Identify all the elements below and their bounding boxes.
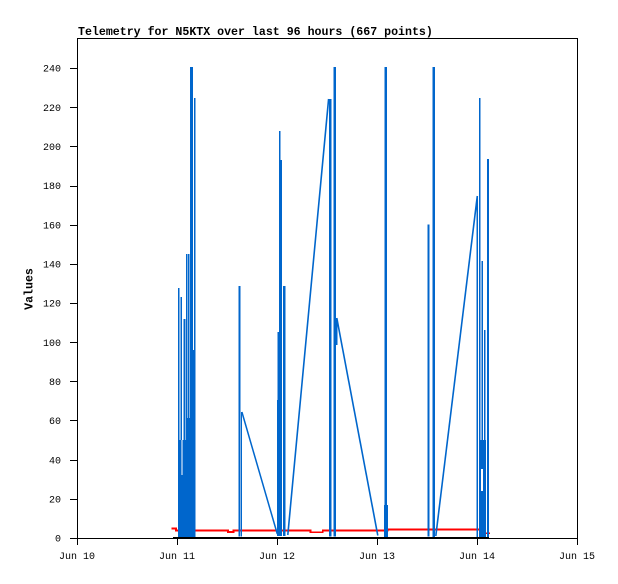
svg-text:Jun 11: Jun 11 [159,552,195,563]
svg-text:20: 20 [49,495,61,506]
svg-text:80: 80 [49,378,61,389]
svg-text:140: 140 [43,260,61,271]
svg-text:Jun 13: Jun 13 [359,552,395,563]
svg-text:220: 220 [43,104,61,115]
svg-text:120: 120 [43,300,61,311]
svg-text:Telemetry for N5KTX over last: Telemetry for N5KTX over last 96 hours (… [78,26,433,39]
svg-text:60: 60 [49,417,61,428]
svg-text:Jun 14: Jun 14 [459,552,495,563]
svg-text:Jun 15: Jun 15 [559,552,595,563]
svg-text:100: 100 [43,339,61,350]
svg-text:Jun 10: Jun 10 [59,552,95,563]
svg-text:200: 200 [43,143,61,154]
svg-text:0: 0 [55,535,61,546]
svg-text:240: 240 [43,65,61,76]
svg-text:40: 40 [49,456,61,467]
svg-text:180: 180 [43,182,61,193]
svg-text:160: 160 [43,221,61,232]
svg-text:Jun 12: Jun 12 [259,552,295,563]
svg-text:Values: Values [24,268,37,310]
